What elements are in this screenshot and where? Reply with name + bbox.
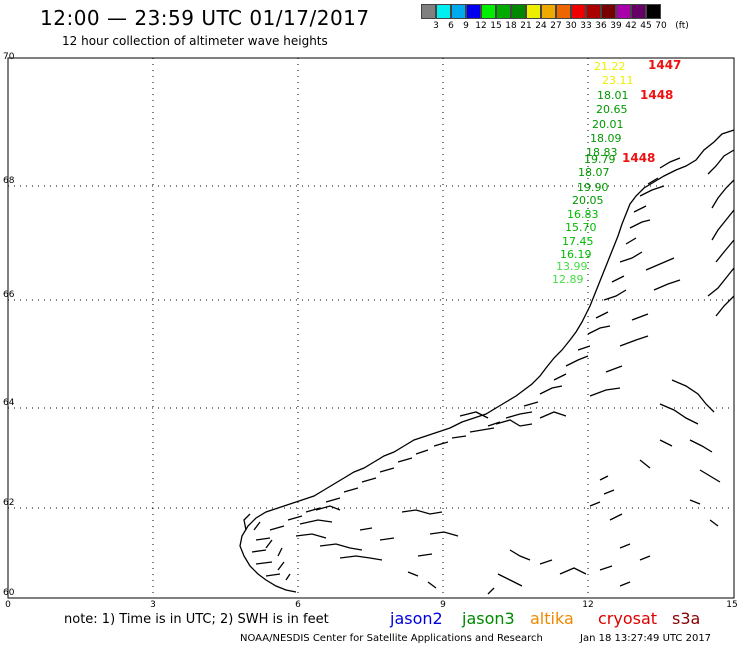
legend-swatch [511, 4, 526, 19]
wave-height-label: 15.70 [565, 221, 597, 234]
legend-label: 70 [655, 21, 667, 31]
wave-height-label: 16.19 [560, 248, 592, 261]
map-border [7, 57, 735, 599]
latitude-label: 68 [3, 176, 15, 186]
wave-height-label: 21.22 [594, 60, 626, 73]
legend-swatch [481, 4, 496, 19]
legend-swatch [616, 4, 631, 19]
legend-swatch [601, 4, 616, 19]
wave-height-label: 20.65 [596, 103, 628, 116]
legend-labels: 3 6 9 12 15 18 21 24 27 30 33 36 39 42 45 70 (ft) [421, 19, 689, 33]
legend-label: 30 [565, 21, 577, 31]
satellite-label-jason3: jason3 [462, 609, 515, 628]
longitude-label: 9 [440, 600, 446, 610]
legend-label: 39 [610, 21, 622, 31]
credit-text: NOAA/NESDIS Center for Satellite Applica… [240, 633, 543, 644]
wave-height-label: 23.11 [602, 74, 634, 87]
wave-height-label: 16.83 [567, 208, 599, 221]
wave-height-label: 12.89 [552, 273, 584, 286]
legend-label: 18 [505, 21, 517, 31]
wave-height-label: 18.07 [578, 166, 610, 179]
wave-height-label: 18.09 [590, 132, 622, 145]
legend-swatch [586, 4, 601, 19]
wave-height-label: 13.99 [556, 260, 588, 273]
satellite-label-cryosat: cryosat [598, 609, 658, 628]
legend-label: 33 [580, 21, 592, 31]
legend-swatch [496, 4, 511, 19]
legend-label: (ft) [675, 21, 689, 31]
map-subtitle: 12 hour collection of altimeter wave hei… [62, 34, 328, 48]
legend-swatch [631, 4, 646, 19]
longitude-label: 15 [726, 600, 738, 610]
legend-swatch [466, 4, 481, 19]
legend-swatch [421, 4, 436, 19]
pass-time-label: 1448 [622, 151, 656, 165]
legend-label: 21 [520, 21, 532, 31]
legend-label: 9 [463, 21, 469, 31]
longitude-label: 6 [295, 600, 301, 610]
legend-swatch [571, 4, 586, 19]
lat-lon-grid [8, 58, 734, 598]
footer-note: note: 1) Time is in UTC; 2) SWH is in fe… [64, 612, 329, 627]
satellite-label-altika: altika [530, 609, 574, 628]
legend-swatch [556, 4, 571, 19]
color-legend: 3 6 9 12 15 18 21 24 27 30 33 36 39 42 45 70 (ft) [421, 4, 689, 33]
legend-label: 36 [595, 21, 607, 31]
longitude-label: 12 [582, 600, 594, 610]
legend-swatch [646, 4, 661, 19]
legend-swatch [436, 4, 451, 19]
legend-swatch [526, 4, 541, 19]
legend-label: 3 [433, 21, 439, 31]
longitude-label: 3 [150, 600, 156, 610]
legend-label: 42 [625, 21, 637, 31]
latitude-label: 64 [3, 398, 15, 408]
legend-label: 6 [448, 21, 454, 31]
legend-label: 15 [490, 21, 502, 31]
wave-height-label: 19.79 [584, 153, 616, 166]
norway-coastline [239, 129, 735, 595]
latitude-label: 70 [3, 52, 15, 62]
legend-swatch [541, 4, 556, 19]
wave-height-label: 19.90 [577, 181, 609, 194]
legend-swatch [451, 4, 466, 19]
legend-label: 12 [475, 21, 487, 31]
legend-label: 45 [640, 21, 652, 31]
latitude-label: 66 [3, 290, 15, 300]
wave-height-label: 18.83 [586, 146, 618, 159]
pass-time-label: 1447 [648, 58, 682, 72]
latitude-label: 60 [3, 588, 15, 598]
longitude-label: 0 [5, 600, 11, 610]
wave-height-label: 20.05 [572, 194, 604, 207]
wave-height-label: 17.45 [562, 235, 594, 248]
satellite-label-jason2: jason2 [390, 609, 443, 628]
wave-height-label: 20.01 [592, 118, 624, 131]
legend-label: 27 [550, 21, 562, 31]
wave-height-label: 18.01 [597, 89, 629, 102]
map-title: 12:00 — 23:59 UTC 01/17/2017 [40, 6, 370, 30]
pass-time-label: 1448 [640, 88, 674, 102]
generated-timestamp: Jan 18 13:27:49 UTC 2017 [580, 633, 712, 644]
legend-swatches [421, 4, 661, 19]
satellite-label-s3a: s3a [672, 609, 701, 628]
latitude-label: 62 [3, 498, 15, 508]
legend-label: 24 [535, 21, 547, 31]
